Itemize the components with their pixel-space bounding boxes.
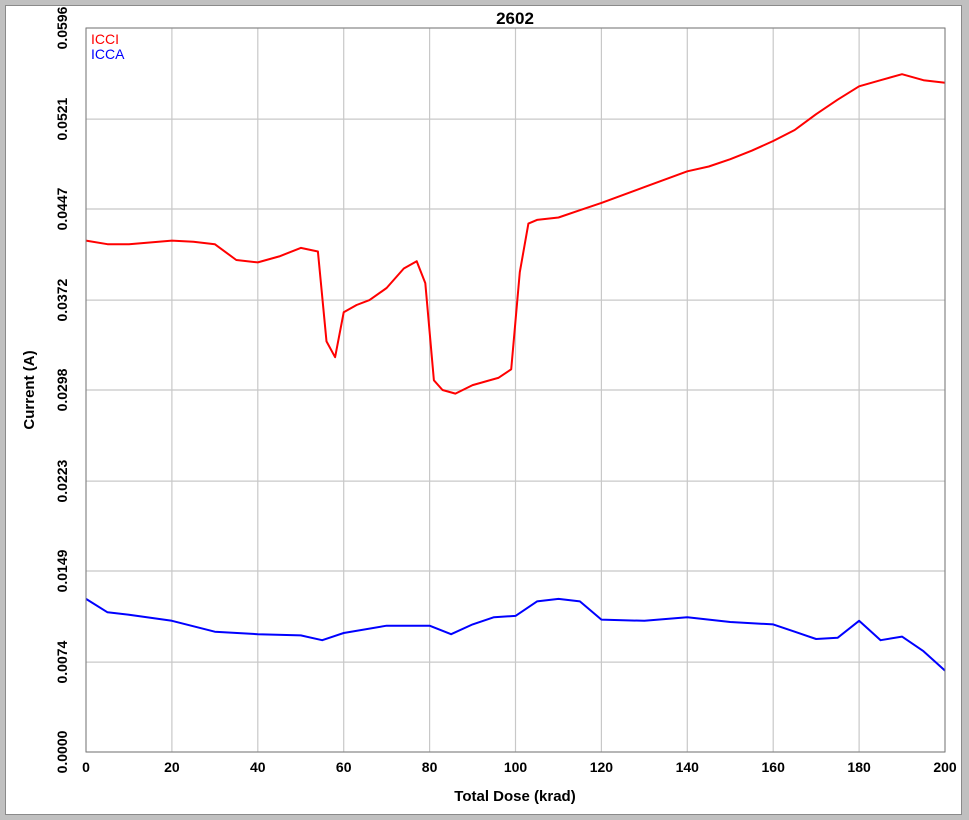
x-tick-label: 120 — [590, 759, 614, 775]
x-tick-label: 140 — [676, 759, 700, 775]
legend-label-icci: ICCI — [91, 31, 119, 47]
x-tick-label: 20 — [164, 759, 180, 775]
x-tick-label: 60 — [336, 759, 352, 775]
y-tick-label: 0.0298 — [54, 368, 70, 411]
y-tick-labels: 0.0000 0.0074 0.0149 0.0223 0.0298 0.0372 0.04… — [54, 6, 70, 773]
y-tick-label: 0.0447 — [54, 187, 70, 230]
x-tick-labels: 0 20 40 60 80 100 120 140 160 180 200 — [82, 759, 957, 775]
y-tick-label: 0.0372 — [54, 278, 70, 321]
x-tick-label: 0 — [82, 759, 90, 775]
x-tick-label: 40 — [250, 759, 266, 775]
plot-area-border — [85, 27, 946, 753]
y-tick-label: 0.0074 — [54, 640, 70, 683]
chart-frame: 0 20 40 60 80 100 120 140 160 180 200 0.0000 0.0074… — [5, 5, 962, 815]
y-tick-label: 0.0596 — [54, 6, 70, 49]
chart-title: 2602 — [496, 9, 534, 28]
x-tick-label: 180 — [847, 759, 871, 775]
series-line-icci — [85, 73, 946, 395]
line-chart: 0 20 40 60 80 100 120 140 160 180 200 0.0000 0.0074… — [21, 6, 957, 805]
legend-label-icca: ICCA — [91, 46, 125, 62]
series-line-icca — [85, 597, 946, 672]
x-tick-label: 200 — [933, 759, 957, 775]
x-axis-title: Total Dose (krad) — [454, 788, 575, 805]
x-tick-label: 80 — [422, 759, 438, 775]
y-tick-label: 0.0521 — [54, 97, 70, 140]
y-tick-label: 0.0223 — [54, 459, 70, 502]
y-tick-label: 0.0149 — [54, 549, 70, 592]
y-tick-label: 0.0000 — [54, 730, 70, 773]
x-tick-label: 160 — [762, 759, 786, 775]
x-tick-label: 100 — [504, 759, 528, 775]
y-axis-title: Current (A) — [21, 350, 38, 429]
series-lines — [85, 73, 946, 672]
